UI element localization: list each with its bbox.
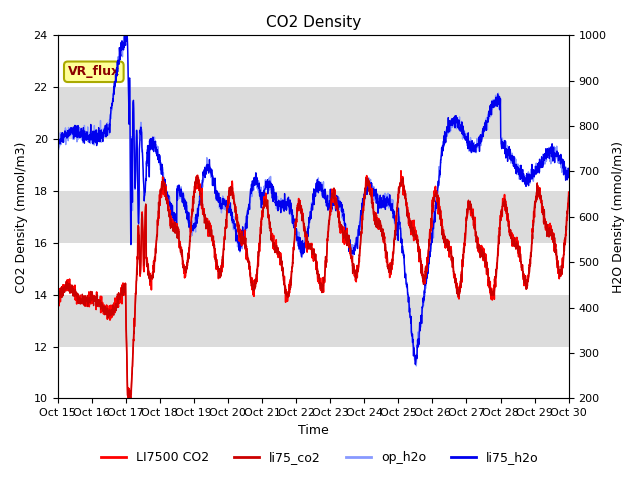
Bar [58, 36, 569, 87]
Y-axis label: H2O Density (mmol/m3): H2O Density (mmol/m3) [612, 141, 625, 293]
Text: VR_flux: VR_flux [68, 65, 120, 78]
X-axis label: Time: Time [298, 424, 328, 437]
Bar [58, 347, 569, 398]
Bar [58, 243, 569, 295]
Bar [58, 139, 569, 191]
Y-axis label: CO2 Density (mmol/m3): CO2 Density (mmol/m3) [15, 141, 28, 292]
Title: CO2 Density: CO2 Density [266, 15, 361, 30]
Bar [58, 295, 569, 347]
Legend: LI7500 CO2, li75_co2, op_h2o, li75_h2o: LI7500 CO2, li75_co2, op_h2o, li75_h2o [96, 446, 544, 469]
Bar [58, 87, 569, 139]
Bar [58, 191, 569, 243]
